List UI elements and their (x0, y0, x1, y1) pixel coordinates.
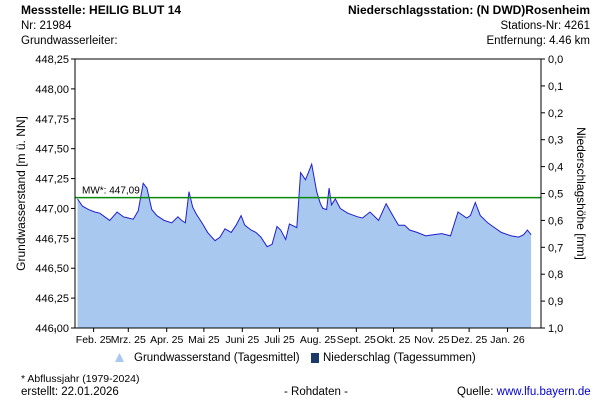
station-title: Messstelle: HEILIG BLUT 14 (21, 3, 182, 17)
source-label: Quelle: www.lfu.bayern.de (457, 386, 591, 399)
y-tick-label: 446,75 (35, 233, 69, 245)
raw-data-label: - Rohdaten - (284, 386, 348, 398)
precip-station-number: Stations-Nr: 4261 (500, 20, 591, 32)
x-tick-label: Juni 25 (225, 334, 259, 346)
station-number: Nr: 21984 (21, 20, 72, 32)
mean-label: MW*: 447,09 (82, 186, 140, 197)
y2-tick-label: 0,5 (548, 189, 563, 201)
y-tick-label: 448,00 (35, 84, 69, 96)
x-tick-label: Nov. 25 (414, 334, 450, 346)
y2-tick-label: 0,3 (548, 135, 563, 147)
legend-precip-label: Niederschlag (Tagessummen) (323, 352, 476, 364)
groundwater-area (77, 164, 532, 328)
footnote-mean-period: * Abflussjahr (1979-2024) (21, 373, 140, 385)
y2-tick-label: 0,0 (548, 54, 563, 66)
precip-station-title: Niederschlagsstation: (N DWD)Rosenheim (347, 3, 590, 17)
y2-tick-label: 0,1 (548, 81, 563, 93)
x-tick-label: Feb. 25 (76, 334, 112, 346)
y2-tick-label: 0,9 (548, 296, 563, 308)
source-prefix: Quelle: (457, 386, 494, 398)
y2-tick-label: 0,7 (548, 242, 563, 254)
aquifer-label: Grundwasserleiter: (21, 35, 118, 47)
y2-tick-label: 0,8 (548, 269, 563, 281)
x-tick-label: Mai 25 (188, 334, 220, 346)
source-link[interactable]: www.lfu.bayern.de (496, 386, 591, 398)
x-tick-label: Juli 25 (264, 334, 295, 346)
y2-tick-label: 0,2 (548, 108, 563, 120)
x-tick-label: Dez. 25 (451, 334, 487, 346)
y2-axis-title: Niederschlagshöhe [mm] (574, 127, 588, 260)
x-tick-label: Jan. 26 (490, 334, 525, 346)
y-axis-title: Grundwasserstand [m ü. NN] (14, 116, 28, 271)
x-tick-label: Apr. 25 (150, 334, 183, 346)
distance-label: Entfernung: 4.46 km (486, 35, 590, 47)
y-tick-label: 447,50 (35, 144, 69, 156)
legend-groundwater-label: Grundwasserstand (Tagesmittel) (134, 352, 300, 364)
y-tick-label: 447,00 (35, 203, 69, 215)
created-date: erstellt: 22.01.2026 (21, 386, 119, 398)
y2-tick-label: 0,6 (548, 215, 563, 227)
x-tick-label: Aug. 25 (300, 334, 336, 346)
y-tick-label: 448,25 (35, 54, 69, 66)
x-tick-label: Okt. 25 (377, 334, 411, 346)
x-tick-label: Mrz. 25 (111, 334, 146, 346)
groundwater-line (77, 162, 532, 248)
y-tick-label: 446,00 (35, 323, 69, 335)
y-tick-label: 446,25 (35, 293, 69, 305)
x-tick-label: Sept. 25 (337, 334, 376, 346)
y2-tick-label: 0,4 (548, 162, 563, 174)
y-tick-label: 446,50 (35, 263, 69, 275)
y-tick-label: 447,75 (35, 114, 69, 126)
y-tick-label: 447,25 (35, 174, 69, 186)
y2-tick-label: 1,0 (548, 323, 563, 335)
